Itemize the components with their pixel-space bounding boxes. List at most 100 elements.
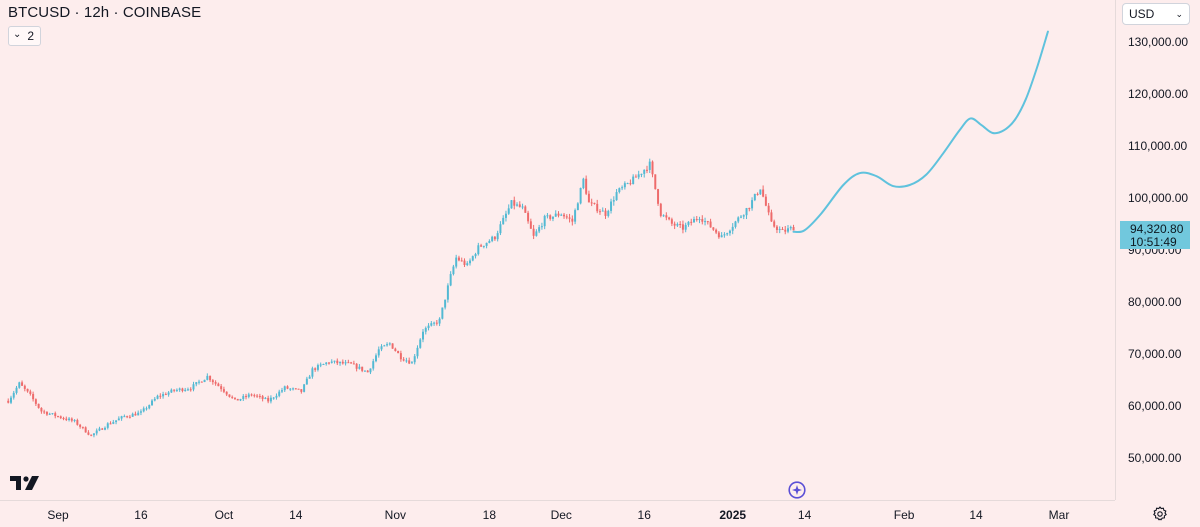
candle-body xyxy=(311,368,314,377)
candle xyxy=(104,426,107,431)
candle-body xyxy=(322,363,325,365)
candle-body xyxy=(178,388,181,390)
candle-body xyxy=(402,359,405,361)
candle xyxy=(352,360,355,365)
candle xyxy=(532,224,535,240)
candle xyxy=(209,375,212,383)
candle-body xyxy=(40,407,43,412)
event-marker-icon[interactable] xyxy=(788,481,806,499)
candle xyxy=(720,232,723,238)
candle-body xyxy=(610,201,613,211)
candle-body xyxy=(81,426,84,428)
candle xyxy=(269,395,272,404)
candle-body xyxy=(203,379,206,383)
candle xyxy=(280,387,283,394)
symbol-title[interactable]: BTCUSD · 12h · COINBASE xyxy=(8,4,202,21)
candle xyxy=(344,359,347,366)
candle xyxy=(504,210,507,222)
candle-body xyxy=(305,378,308,385)
candle-body xyxy=(648,161,651,170)
candle xyxy=(347,359,350,364)
price-axis[interactable] xyxy=(1115,0,1200,500)
candle-body xyxy=(615,192,618,201)
candle-body xyxy=(170,389,173,393)
candle xyxy=(574,208,577,225)
candle-body xyxy=(220,386,223,390)
candle-body xyxy=(95,430,98,434)
candle-body xyxy=(267,397,270,402)
candle xyxy=(175,388,178,392)
candle-body xyxy=(34,399,37,404)
candle xyxy=(781,226,784,231)
candle xyxy=(770,209,773,222)
candle-body xyxy=(327,362,330,364)
candle-body xyxy=(543,215,546,227)
gear-icon[interactable] xyxy=(1152,506,1168,522)
candle-body xyxy=(139,411,142,413)
candle xyxy=(131,412,134,417)
candle xyxy=(37,403,40,409)
candle xyxy=(540,222,543,230)
projection-line[interactable] xyxy=(792,30,1049,234)
candle-body xyxy=(231,396,234,398)
time-tick-label: 14 xyxy=(969,508,983,522)
candle-body xyxy=(316,365,319,370)
candle-body xyxy=(460,260,463,262)
candle xyxy=(621,185,624,191)
candle xyxy=(784,226,787,235)
candle-body xyxy=(598,211,601,213)
candle-body xyxy=(535,231,538,236)
candle xyxy=(701,215,704,225)
candle xyxy=(673,221,676,230)
candle-body xyxy=(728,230,731,234)
indicators-toggle-button[interactable]: ⌄ 2 xyxy=(8,26,42,46)
candle xyxy=(775,225,778,234)
candle xyxy=(231,395,234,399)
price-tick-label: 110,000.00 xyxy=(1128,139,1188,153)
candle xyxy=(148,404,151,410)
candle-body xyxy=(778,229,781,231)
candle-body xyxy=(62,418,65,420)
candle xyxy=(397,350,400,354)
candle xyxy=(173,389,176,393)
candle-body xyxy=(48,413,51,415)
candle-body xyxy=(410,362,413,364)
candle-body xyxy=(632,176,635,184)
candle xyxy=(355,363,358,372)
candle-body xyxy=(587,193,590,203)
candle-body xyxy=(264,397,267,399)
candle xyxy=(54,411,57,419)
candle xyxy=(657,188,660,206)
candle xyxy=(388,342,391,346)
candle-body xyxy=(659,203,662,216)
candle-body xyxy=(189,389,192,391)
candle-body xyxy=(654,174,657,190)
candle-body xyxy=(690,221,693,223)
candle xyxy=(134,411,137,416)
candle-body xyxy=(45,411,48,415)
candle-body xyxy=(57,416,59,418)
currency-value: USD xyxy=(1129,7,1155,21)
price-chart[interactable] xyxy=(0,0,1115,500)
currency-select[interactable]: USD ⌄ xyxy=(1122,3,1190,25)
candle xyxy=(557,211,560,218)
candle-body xyxy=(712,227,715,230)
candle-body xyxy=(444,299,447,308)
candle-body xyxy=(670,219,673,224)
candle xyxy=(654,174,657,190)
candle-body xyxy=(438,318,441,324)
candle xyxy=(402,357,405,362)
candle-body xyxy=(634,176,637,178)
candle xyxy=(499,221,502,236)
candle xyxy=(79,423,82,429)
candle xyxy=(623,181,626,190)
tradingview-logo[interactable] xyxy=(10,476,40,490)
candle-body xyxy=(399,353,402,360)
candle-body xyxy=(198,381,201,383)
candle-body xyxy=(466,263,469,265)
time-axis[interactable] xyxy=(0,500,1115,527)
chart-plot-area[interactable] xyxy=(0,0,1115,500)
candle-body xyxy=(748,208,751,210)
candle xyxy=(292,387,295,391)
candle-body xyxy=(734,221,737,227)
